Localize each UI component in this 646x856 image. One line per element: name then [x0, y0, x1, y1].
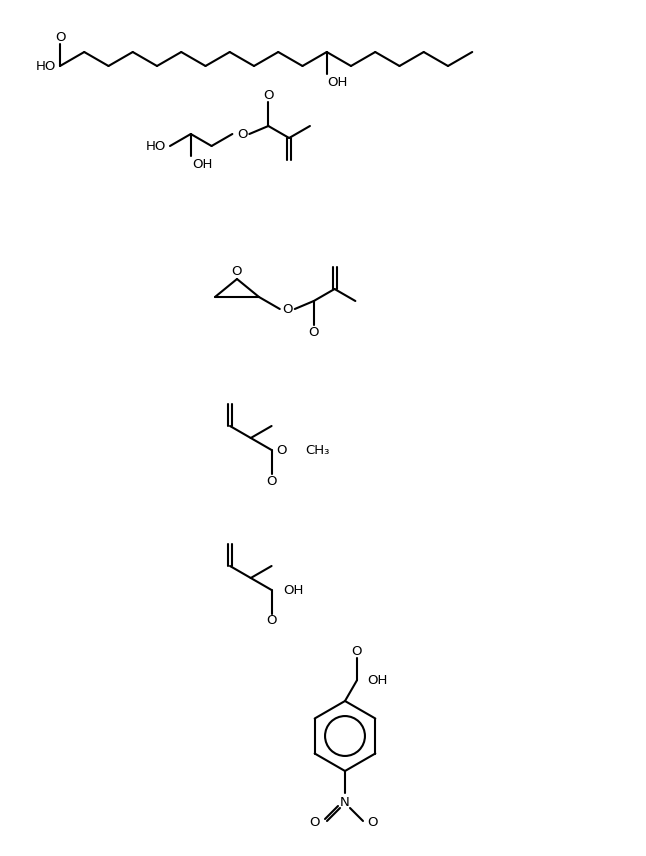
Text: O: O: [232, 265, 242, 277]
Text: N: N: [340, 796, 350, 810]
Text: O: O: [237, 128, 247, 140]
Text: OH: OH: [328, 75, 348, 88]
Text: OH: OH: [284, 584, 304, 597]
Text: O: O: [276, 443, 287, 456]
Text: CH₃: CH₃: [306, 443, 330, 456]
Text: O: O: [282, 302, 293, 316]
Text: O: O: [367, 817, 377, 829]
Text: O: O: [352, 645, 362, 657]
Text: O: O: [55, 31, 65, 44]
Text: O: O: [266, 474, 277, 488]
Text: O: O: [309, 325, 319, 338]
Text: O: O: [266, 615, 277, 627]
Text: HO: HO: [36, 60, 56, 73]
Text: O: O: [309, 817, 320, 829]
Text: O: O: [263, 88, 274, 102]
Text: OH: OH: [192, 158, 212, 170]
Text: OH: OH: [367, 674, 388, 687]
Text: HO: HO: [145, 140, 166, 152]
